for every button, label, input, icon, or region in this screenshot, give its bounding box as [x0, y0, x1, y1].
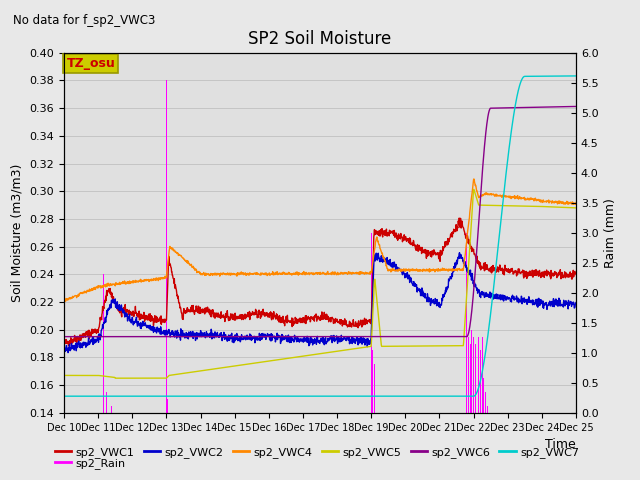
- Legend: sp2_VWC1, sp2_VWC2, sp2_VWC4, sp2_VWC5, sp2_VWC6, sp2_VWC7: sp2_VWC1, sp2_VWC2, sp2_VWC4, sp2_VWC5, …: [51, 443, 584, 462]
- Text: TZ_osu: TZ_osu: [67, 57, 115, 70]
- Bar: [371, 336, 372, 413]
- Bar: [487, 406, 488, 413]
- Bar: [480, 350, 481, 413]
- Y-axis label: Raim (mm): Raim (mm): [604, 198, 617, 268]
- Bar: [106, 392, 107, 413]
- Y-axis label: Soil Moisture (m3/m3): Soil Moisture (m3/m3): [11, 164, 24, 302]
- Bar: [166, 81, 167, 413]
- Bar: [374, 364, 375, 413]
- Bar: [473, 336, 474, 413]
- Bar: [478, 336, 479, 413]
- Bar: [483, 378, 484, 413]
- Bar: [475, 344, 476, 413]
- X-axis label: Time: Time: [545, 438, 576, 451]
- Bar: [103, 275, 104, 413]
- Legend: sp2_Rain: sp2_Rain: [51, 454, 131, 473]
- Bar: [166, 399, 168, 413]
- Bar: [482, 336, 483, 413]
- Title: SP2 Soil Moisture: SP2 Soil Moisture: [248, 30, 392, 48]
- Text: No data for f_sp2_VWC3: No data for f_sp2_VWC3: [13, 14, 155, 27]
- Bar: [371, 233, 372, 413]
- Bar: [372, 350, 373, 413]
- Bar: [111, 406, 112, 413]
- Bar: [485, 392, 486, 413]
- Bar: [468, 336, 469, 413]
